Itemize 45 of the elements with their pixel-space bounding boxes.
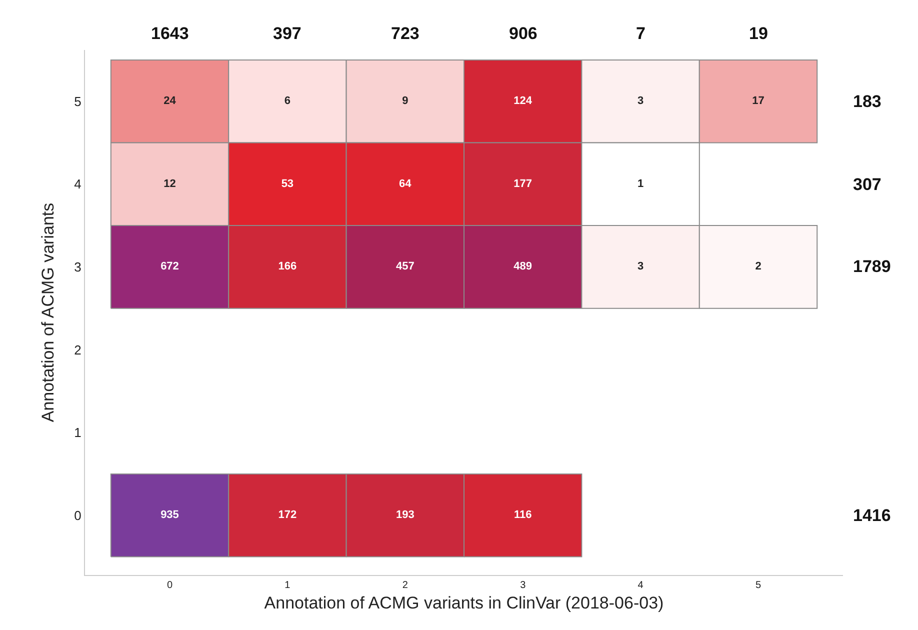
y-tick-label: 4 — [74, 176, 82, 192]
data-label: 935 — [160, 509, 179, 522]
y-tick-label: 5 — [74, 94, 82, 109]
data-label: 489 — [514, 260, 532, 273]
y2-tick-label: 1416 — [853, 506, 891, 525]
data-label: 2 — [755, 260, 762, 273]
y-axis-title: Annotation of ACMG variants — [38, 202, 58, 422]
x-tick-label: 4 — [638, 580, 644, 591]
y-tick-label: 0 — [74, 508, 82, 523]
y-tick-label: 3 — [74, 260, 82, 275]
data-label: 64 — [399, 178, 412, 190]
data-label: 1 — [637, 178, 644, 190]
x-axis-title: Annotation of ACMG variants in ClinVar (2018-06-03) — [264, 593, 664, 612]
text: 1643 — [151, 24, 189, 43]
y-tick-label: 2 — [74, 342, 82, 358]
text: 19 — [749, 24, 768, 43]
data-label: 53 — [281, 178, 294, 190]
data-label: 116 — [514, 509, 532, 522]
data-label: 177 — [514, 178, 532, 190]
y-tick-label: 1 — [74, 425, 82, 440]
text: 397 — [273, 24, 302, 43]
data-label: 3 — [637, 260, 644, 273]
data-label: 6 — [284, 95, 291, 108]
x-tick-label: 5 — [755, 580, 762, 591]
text: 723 — [391, 24, 420, 43]
y2-tick-label: 1789 — [853, 257, 891, 276]
x-tick-label: 0 — [166, 580, 173, 591]
y2-tick-label: 307 — [853, 175, 882, 194]
data-label: 3 — [637, 95, 644, 108]
data-label: 672 — [160, 260, 179, 273]
x-tick-label: 1 — [284, 580, 291, 591]
data-label: 166 — [278, 260, 297, 273]
data-label: 24 — [164, 95, 177, 108]
data-label: 172 — [278, 509, 297, 522]
text: 906 — [509, 24, 538, 43]
data-label: 124 — [514, 95, 533, 108]
data-label: 12 — [164, 178, 176, 190]
x-tick-label: 2 — [402, 580, 408, 591]
data-label: 9 — [402, 95, 408, 108]
text: 7 — [636, 24, 646, 43]
data-label: 17 — [752, 95, 764, 108]
data-label: 457 — [396, 260, 414, 273]
data-label: 193 — [396, 509, 414, 522]
x-tick-label: 3 — [520, 580, 526, 591]
y2-tick-label: 183 — [853, 92, 882, 111]
